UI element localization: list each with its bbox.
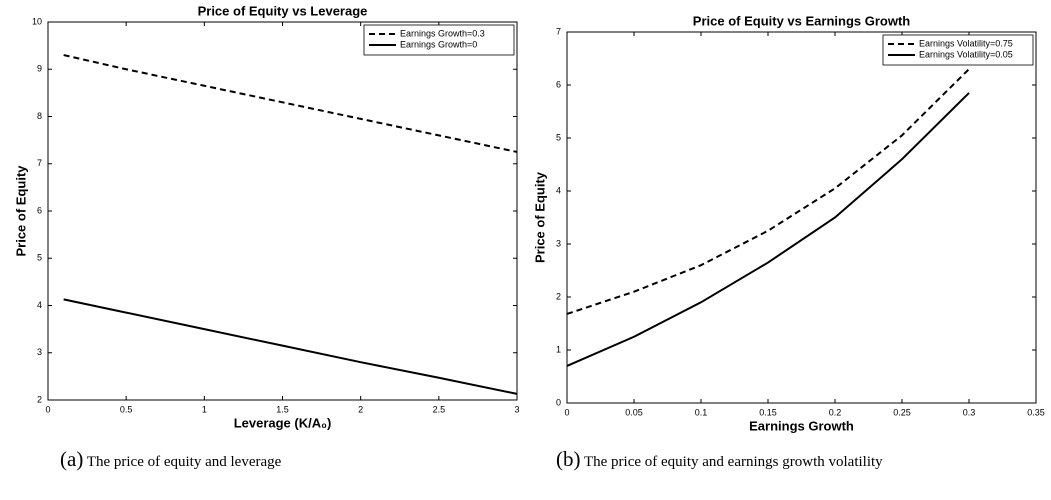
x-axis-label: Earnings Growth (749, 418, 854, 433)
y-tick-label: 6 (556, 79, 561, 89)
x-tick-label: 0.15 (759, 407, 777, 417)
y-axis-label: Price of Equity (532, 171, 547, 263)
legend-box (882, 34, 1034, 66)
x-tick-label: 2.5 (433, 404, 446, 414)
y-tick-label: 8 (37, 111, 42, 121)
caption: (b) The price of equity and earnings gro… (556, 447, 1026, 471)
chart-title: Price of Equity vs Leverage (198, 3, 368, 18)
y-tick-label: 4 (37, 300, 42, 310)
x-tick-label: 1.5 (276, 404, 289, 414)
y-tick-label: 9 (37, 64, 42, 74)
legend-label: Earnings Growth=0 (400, 39, 477, 49)
series-line (63, 298, 518, 395)
series-line (566, 68, 970, 315)
series-line (63, 54, 518, 153)
y-tick-label: 6 (37, 205, 42, 215)
y-tick-label: 5 (37, 253, 42, 263)
y-tick-label: 1 (556, 344, 561, 354)
caption-text: The price of equity and earnings growth … (583, 454, 883, 470)
plot-area (566, 31, 1037, 404)
y-tick-label: 0 (556, 397, 561, 407)
caption-text: The price of equity and leverage (86, 454, 282, 470)
x-tick-label: 1 (202, 404, 207, 414)
series-line (566, 92, 970, 367)
caption: (a) The price of equity and leverage (60, 447, 500, 471)
x-tick-label: 0.25 (893, 407, 911, 417)
caption-label: (a) (60, 447, 84, 471)
legend-box (363, 24, 515, 56)
x-tick-label: 0 (45, 404, 50, 414)
y-tick-label: 7 (556, 26, 561, 36)
y-tick-label: 5 (556, 132, 561, 142)
x-tick-label: 0.35 (1027, 407, 1045, 417)
y-tick-label: 2 (37, 394, 42, 404)
chart-title: Price of Equity vs Earnings Growth (693, 13, 910, 28)
legend-label: Earnings Volatility=0.75 (919, 38, 1013, 48)
x-tick-label: 0.1 (695, 407, 708, 417)
x-tick-label: 0.05 (625, 407, 643, 417)
legend-label: Earnings Volatility=0.05 (919, 49, 1013, 59)
x-tick-label: 0 (564, 407, 569, 417)
legend-label: Earnings Growth=0.3 (400, 28, 485, 38)
x-tick-label: 0.2 (829, 407, 842, 417)
caption-label: (b) (556, 447, 581, 471)
y-tick-label: 3 (556, 238, 561, 248)
y-tick-label: 3 (37, 347, 42, 357)
x-axis-label: Leverage (K/A₀) (234, 415, 332, 430)
x-tick-label: 0.5 (120, 404, 133, 414)
y-tick-label: 7 (37, 158, 42, 168)
x-tick-label: 0.3 (963, 407, 976, 417)
y-tick-label: 4 (556, 185, 561, 195)
y-tick-label: 10 (32, 16, 42, 26)
x-tick-label: 2 (358, 404, 363, 414)
x-tick-label: 3 (514, 404, 519, 414)
plot-area (47, 21, 518, 401)
y-axis-label: Price of Equity (13, 165, 28, 257)
y-tick-label: 2 (556, 291, 561, 301)
